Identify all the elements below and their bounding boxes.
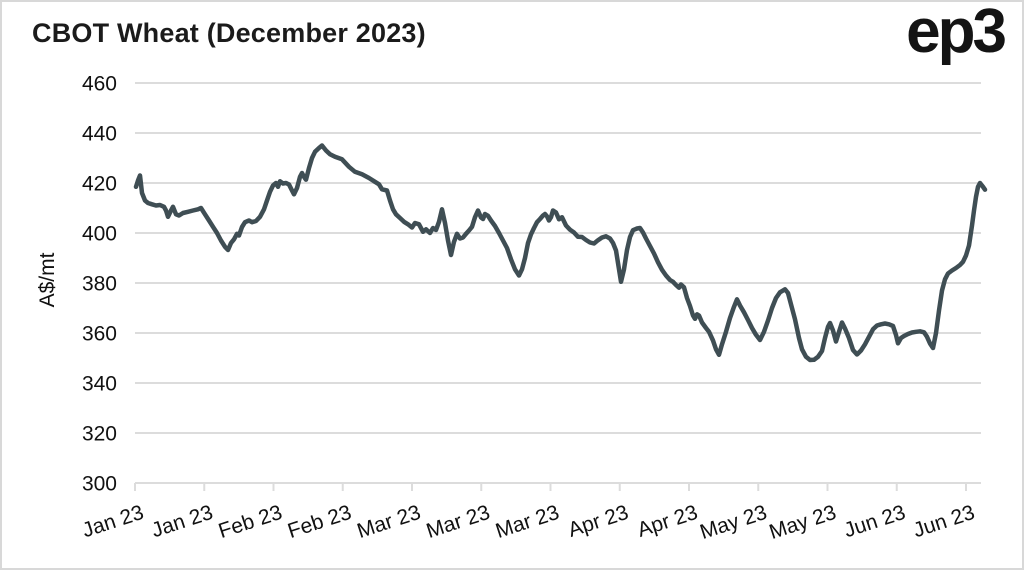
x-tick-label: Feb 23 (285, 501, 354, 543)
x-tick-label: Mar 23 (424, 501, 493, 543)
y-tick-label: 360 (82, 323, 117, 346)
chart-title: CBOT Wheat (December 2023) (32, 18, 426, 48)
x-tick-label: May 23 (766, 501, 839, 544)
y-tick-label: 320 (82, 423, 117, 446)
x-tick-label: Jan 23 (149, 501, 216, 542)
y-tick-label: 380 (82, 273, 117, 296)
ep3-logo: ep3 (906, 0, 1007, 66)
x-tick-label: May 23 (697, 501, 770, 544)
y-tick-label: 420 (82, 173, 117, 196)
y-tick-label: 460 (82, 73, 117, 96)
y-tick-label: 300 (82, 473, 117, 496)
x-tick-label: Feb 23 (216, 501, 285, 543)
x-tick-label: Jun 23 (841, 501, 908, 542)
y-tick-label: 400 (82, 223, 117, 246)
x-tick-label: Jun 23 (910, 501, 977, 542)
y-tick-label: 440 (82, 123, 117, 146)
x-tick-label: Apr 23 (635, 501, 701, 542)
y-axis-label: A$/mt (36, 252, 59, 308)
y-tick-label: 340 (82, 373, 117, 396)
price-line (133, 143, 988, 363)
x-tick-label: Jan 23 (79, 501, 146, 542)
x-tick-label: Mar 23 (493, 501, 562, 543)
x-tick-label: Apr 23 (565, 501, 631, 542)
x-tick-label: Mar 23 (354, 501, 423, 543)
